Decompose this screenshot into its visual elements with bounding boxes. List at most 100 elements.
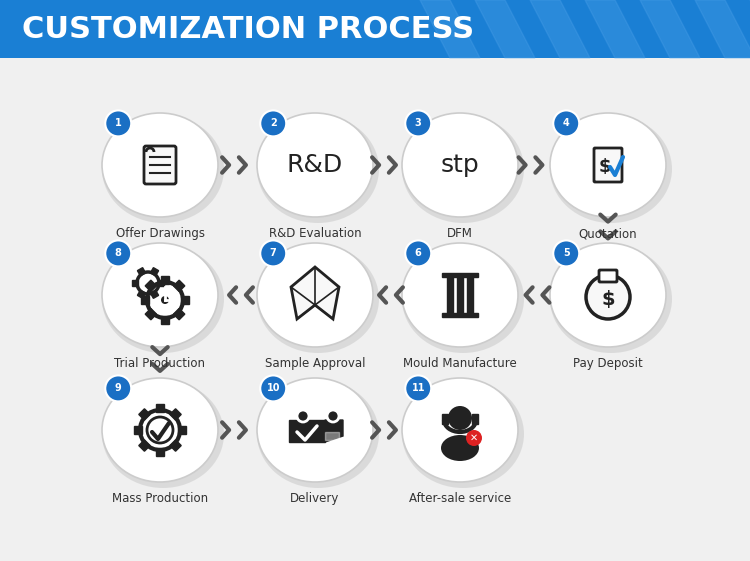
Bar (170, 409, 182, 420)
Text: CUSTOMIZATION PROCESS: CUSTOMIZATION PROCESS (22, 15, 474, 44)
Bar (146, 280, 157, 292)
Polygon shape (530, 0, 590, 58)
Ellipse shape (257, 115, 379, 223)
Polygon shape (695, 0, 750, 58)
Text: Sample Approval: Sample Approval (265, 357, 365, 370)
Bar (161, 316, 169, 324)
Bar (156, 404, 164, 412)
Text: Delivery: Delivery (290, 492, 340, 505)
Ellipse shape (402, 243, 518, 347)
Text: $: $ (602, 289, 615, 309)
Bar (137, 268, 146, 276)
Text: stp: stp (441, 153, 479, 177)
Text: 7: 7 (270, 249, 277, 259)
Bar (161, 276, 169, 284)
Circle shape (554, 111, 579, 136)
Ellipse shape (102, 113, 218, 217)
Bar (472, 414, 478, 424)
Circle shape (260, 375, 286, 402)
Polygon shape (447, 277, 453, 313)
Circle shape (405, 111, 431, 136)
Polygon shape (325, 432, 339, 440)
Text: 9: 9 (115, 383, 122, 393)
Bar (134, 426, 142, 434)
Bar (170, 440, 182, 451)
Text: 6: 6 (415, 249, 422, 259)
Bar (173, 309, 184, 320)
Bar (181, 296, 189, 304)
Ellipse shape (102, 378, 218, 482)
Ellipse shape (102, 380, 224, 488)
Text: After-sale service: After-sale service (409, 492, 512, 505)
Ellipse shape (441, 435, 479, 461)
Text: Mass Production: Mass Production (112, 492, 208, 505)
FancyBboxPatch shape (599, 270, 617, 282)
Polygon shape (457, 277, 463, 313)
Polygon shape (289, 420, 325, 442)
Text: 2: 2 (270, 118, 277, 128)
Bar (146, 309, 157, 320)
Polygon shape (420, 0, 480, 58)
Bar (0, 0, 750, 58)
Bar (141, 296, 149, 304)
Bar (158, 280, 164, 286)
Ellipse shape (257, 113, 373, 217)
FancyBboxPatch shape (144, 146, 176, 184)
Bar (178, 426, 186, 434)
Ellipse shape (550, 243, 666, 347)
Text: 1: 1 (115, 118, 122, 128)
Bar (137, 290, 146, 298)
Text: Mould Manufacture: Mould Manufacture (404, 357, 517, 370)
Text: 3: 3 (415, 118, 422, 128)
Polygon shape (475, 0, 535, 58)
Circle shape (327, 410, 339, 422)
Polygon shape (442, 273, 478, 277)
Text: Quotation: Quotation (579, 227, 638, 240)
Text: R&D Evaluation: R&D Evaluation (268, 227, 362, 240)
Ellipse shape (257, 243, 373, 347)
Text: 10: 10 (266, 383, 280, 393)
Circle shape (105, 375, 131, 402)
Text: Offer Drawings: Offer Drawings (116, 227, 205, 240)
Ellipse shape (102, 243, 218, 347)
Ellipse shape (402, 380, 524, 488)
Text: 8: 8 (115, 249, 122, 259)
Circle shape (554, 241, 579, 266)
Circle shape (466, 430, 482, 446)
Ellipse shape (402, 245, 524, 353)
Text: Pay Deposit: Pay Deposit (573, 357, 643, 370)
Bar (151, 290, 158, 298)
Polygon shape (585, 0, 645, 58)
Polygon shape (442, 313, 478, 317)
Bar (442, 414, 448, 424)
Circle shape (161, 296, 169, 304)
Ellipse shape (550, 113, 666, 217)
Circle shape (405, 375, 431, 402)
Text: 11: 11 (412, 383, 425, 393)
Text: $: $ (598, 158, 611, 176)
Text: DFM: DFM (447, 227, 473, 240)
Circle shape (105, 111, 131, 136)
FancyBboxPatch shape (594, 148, 622, 182)
Circle shape (405, 241, 431, 266)
Circle shape (260, 241, 286, 266)
Polygon shape (640, 0, 700, 58)
Bar (151, 268, 158, 276)
Ellipse shape (257, 245, 379, 353)
Circle shape (586, 275, 630, 319)
Polygon shape (467, 277, 473, 313)
Text: 4: 4 (562, 118, 569, 128)
Circle shape (105, 241, 131, 266)
Circle shape (147, 417, 173, 443)
Ellipse shape (257, 380, 379, 488)
Bar (139, 409, 150, 420)
Ellipse shape (402, 115, 524, 223)
Ellipse shape (550, 245, 672, 353)
Ellipse shape (102, 245, 224, 353)
Bar (139, 440, 150, 451)
Circle shape (297, 410, 309, 422)
Polygon shape (325, 420, 343, 442)
Bar (156, 448, 164, 456)
Ellipse shape (257, 378, 373, 482)
Bar (173, 280, 184, 292)
